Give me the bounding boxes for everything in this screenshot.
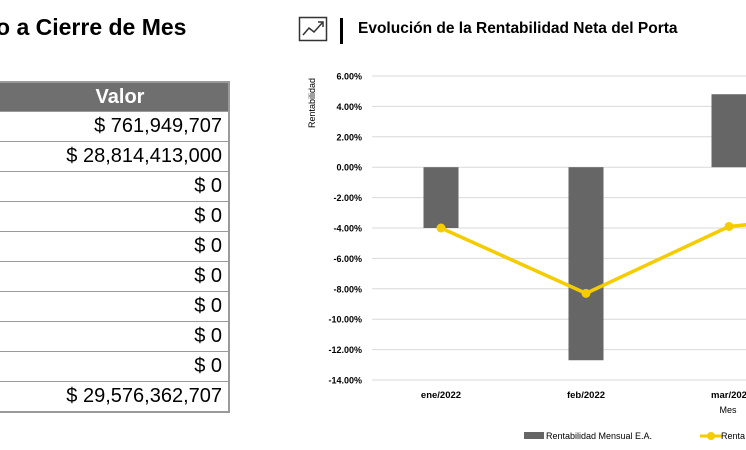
table-header-row: Valor (0, 81, 230, 112)
line-point (581, 288, 591, 298)
y-tick-label: -8.00% (333, 284, 362, 294)
chart-title: Evolución de la Rentabilidad Neta del Po… (358, 20, 678, 37)
legend-swatch-marker (707, 432, 715, 440)
y-tick-label: -6.00% (333, 254, 362, 264)
y-tick-label: -4.00% (333, 224, 362, 234)
y-tick-label: -2.00% (333, 193, 362, 203)
y-tick-label: 6.00% (336, 72, 362, 82)
table-row: $ 0 (0, 171, 230, 202)
table-cell-value: $ 0 (0, 261, 230, 292)
table-row: $ 0 (0, 261, 230, 292)
y-tick-label: -14.00% (328, 376, 362, 386)
panel-title: o a Cierre de Mes (0, 14, 187, 40)
table-cell-value: $ 0 (0, 201, 230, 232)
table-row: $ 0 (0, 291, 230, 322)
table-cell-value: $ 0 (0, 351, 230, 382)
table-row: $ 0 (0, 201, 230, 232)
bar (568, 167, 604, 361)
x-axis-label: Mes (719, 405, 737, 415)
table-cell-value: $ 0 (0, 171, 230, 202)
table-row: $ 0 (0, 231, 230, 262)
y-tick-label: -10.00% (328, 315, 362, 325)
value-table: Valor $ 761,949,707 $ 28,814,413,000 $ 0… (0, 81, 230, 413)
line-point (436, 223, 446, 233)
table-row: $ 0 (0, 351, 230, 382)
table-row: $ 28,814,413,000 (0, 141, 230, 172)
y-axis-label: Rentabilidad (307, 78, 317, 128)
x-tick-label: ene/2022 (421, 390, 461, 401)
x-tick-label: feb/2022 (567, 390, 605, 401)
y-tick-label: 4.00% (336, 102, 362, 112)
line-series (440, 223, 746, 296)
bar (423, 167, 459, 228)
table-cell-value: $ 28,814,413,000 (0, 141, 230, 172)
table-cell-value: $ 0 (0, 291, 230, 322)
bar (711, 94, 746, 168)
legend-label: Renta (721, 431, 745, 441)
x-tick-label: mar/202 (711, 390, 746, 401)
table-cell-total: $ 29,576,362,707 (0, 381, 230, 413)
chart-header: Evolución de la Rentabilidad Neta del Po… (298, 12, 746, 48)
trend-chart-icon (298, 14, 330, 48)
y-tick-label: 0.00% (336, 163, 362, 173)
line-point (724, 221, 734, 231)
y-tick-label: 2.00% (336, 132, 362, 142)
table-cell-value: $ 0 (0, 231, 230, 262)
table-row-total: $ 29,576,362,707 (0, 381, 230, 413)
legend-label: Rentabilidad Mensual E.A. (546, 431, 652, 441)
legend-swatch-bar (524, 432, 544, 439)
header-divider (340, 18, 343, 44)
column-header-valor: Valor (0, 81, 230, 112)
y-tick-label: -12.00% (328, 345, 362, 355)
